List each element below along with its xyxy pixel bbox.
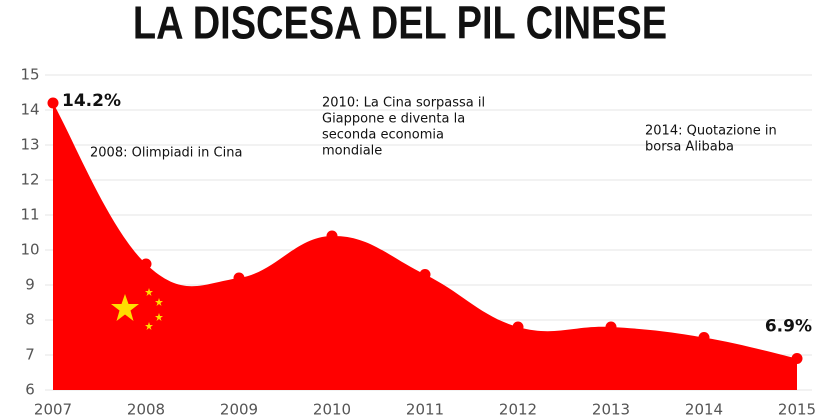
y-tick-label: 11	[20, 206, 39, 224]
small-star	[145, 322, 153, 330]
annotation: Giappone e diventa la	[322, 112, 465, 127]
y-tick-label: 13	[20, 136, 39, 154]
annotation: 2008: Olimpiadi in Cina	[90, 146, 242, 161]
small-star	[145, 288, 153, 296]
annotation: mondiale	[322, 144, 382, 159]
point	[512, 321, 524, 333]
x-tick-label: 2012	[499, 401, 537, 419]
x-tick-label: 2009	[220, 401, 258, 419]
y-tick-label: 12	[20, 171, 39, 189]
x-tick-label: 2015	[778, 401, 816, 419]
point	[791, 353, 803, 364]
y-tick-label: 7	[25, 346, 35, 364]
point	[233, 272, 245, 284]
small-star	[155, 298, 163, 306]
plot-area: 14.2% 6.9% 2008: Olimpiadi in Cina 2010: La…	[47, 91, 812, 390]
annotation: seconda economia	[322, 128, 444, 143]
point	[605, 321, 617, 333]
point	[698, 332, 710, 343]
y-tick-label: 9	[25, 276, 35, 294]
y-tick-label: 10	[20, 241, 39, 259]
x-tick-label: 2007	[34, 401, 72, 419]
y-tick-label: 8	[25, 311, 35, 329]
x-tick-label: 2008	[127, 401, 165, 419]
point	[47, 97, 59, 109]
small-star	[155, 313, 163, 321]
annotation: 2014: Quotazione in	[645, 124, 777, 139]
chart-title: LA DISCESA DEL PIL CINESE	[133, 0, 667, 48]
value-label: 6.9%	[765, 317, 812, 337]
x-tick-label: 2011	[406, 401, 444, 419]
value-label: 14.2%	[62, 91, 121, 111]
y-tick-label: 6	[25, 381, 35, 399]
flag-stars	[111, 288, 163, 330]
annotation: 2010: La Cina sorpassa il	[322, 96, 485, 111]
big-star	[111, 294, 139, 321]
x-tick-label: 2010	[313, 401, 351, 419]
annotation: borsa Alibaba	[645, 140, 734, 155]
point	[326, 230, 338, 242]
x-tick-label: 2013	[592, 401, 630, 419]
x-tick-label: 2014	[685, 401, 723, 419]
y-tick-label: 14	[20, 101, 39, 119]
point	[140, 258, 152, 270]
y-tick-label: 15	[20, 66, 39, 84]
area	[53, 103, 797, 390]
point	[419, 269, 431, 280]
